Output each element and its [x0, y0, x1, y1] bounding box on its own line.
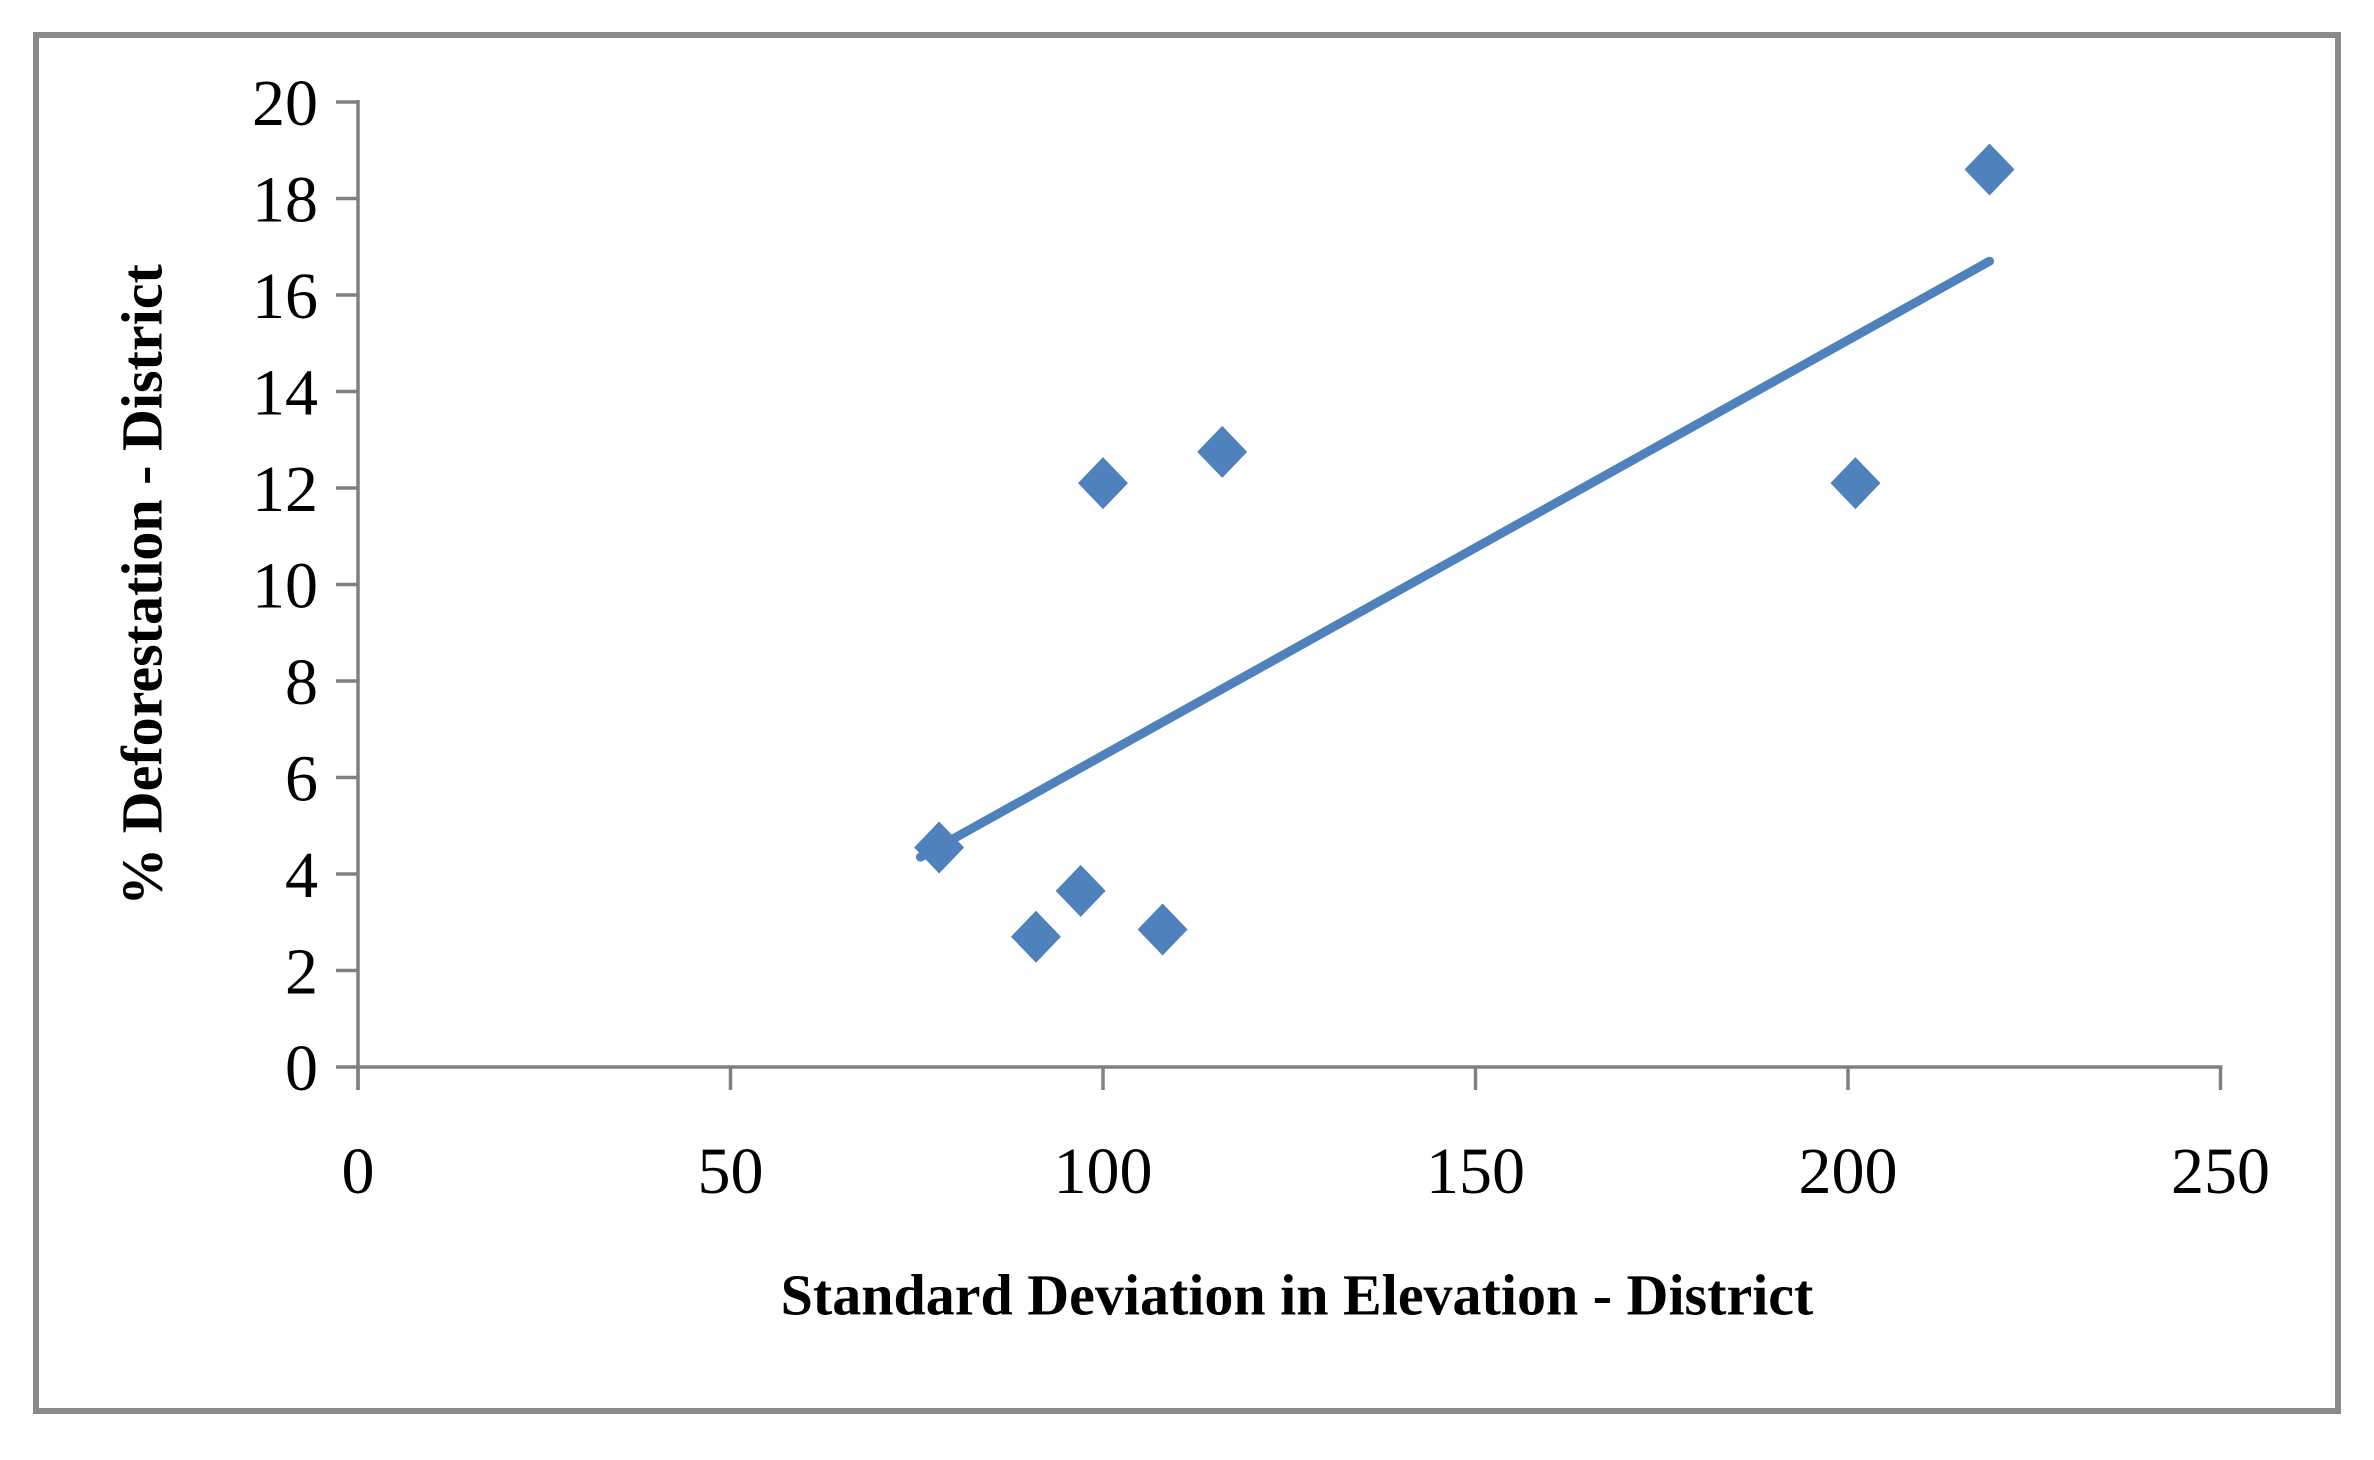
- data-point-diamond: [1137, 903, 1188, 956]
- y-tick-label: 8: [285, 646, 318, 719]
- data-point-diamond: [1830, 457, 1881, 510]
- data-points-layer: [914, 143, 2015, 963]
- y-tick-label: 20: [252, 67, 318, 140]
- y-tick-label: 18: [252, 164, 318, 237]
- x-tick-label: 0: [342, 1135, 375, 1208]
- y-axis-title: % Deforestation - District: [109, 264, 175, 906]
- trend-line-layer: [915, 256, 1995, 862]
- x-tick-label: 200: [1799, 1135, 1898, 1208]
- data-point-diamond: [1078, 457, 1128, 510]
- y-tick-label: 16: [252, 260, 318, 333]
- y-tick-label: 14: [252, 357, 318, 430]
- x-tick-label: 100: [1054, 1135, 1153, 1208]
- axes-layer: [336, 100, 2223, 1090]
- trend-line: [915, 256, 1995, 862]
- y-tick-label: 10: [252, 550, 318, 623]
- x-axis-title: Standard Deviation in Elevation - Distri…: [780, 1262, 1814, 1328]
- y-tick-label: 4: [285, 839, 318, 912]
- data-point-diamond: [1010, 910, 1061, 963]
- y-tick-label: 12: [252, 453, 318, 526]
- x-tick-label: 50: [698, 1135, 764, 1208]
- y-tick-label: 6: [285, 743, 318, 816]
- chart-outer-frame: [33, 32, 2341, 1414]
- y-tick-label: 0: [285, 1032, 318, 1105]
- y-tick-label: 2: [285, 936, 318, 1009]
- x-tick-label: 150: [1426, 1135, 1525, 1208]
- data-point-diamond: [1964, 143, 2015, 196]
- data-point-diamond: [1055, 864, 1106, 917]
- data-point-diamond: [1197, 425, 1248, 478]
- x-tick-label: 250: [2171, 1135, 2270, 1208]
